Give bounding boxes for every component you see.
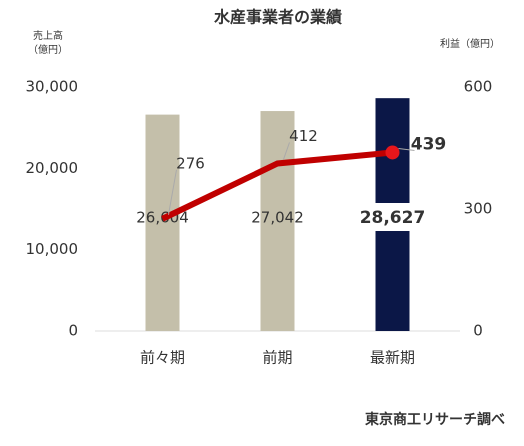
leader <box>398 147 415 151</box>
line <box>161 149 393 222</box>
y2-axis-label: 利益（億円） <box>440 37 500 50</box>
chart-title: 水産事業者の業績 <box>214 8 342 27</box>
x-tick-label: 前期 <box>262 349 292 367</box>
y-axis-label: 売上高 <box>33 29 63 42</box>
bar <box>145 114 180 332</box>
data-label: 439 <box>411 134 447 154</box>
y-axis-label: （億円） <box>28 43 68 56</box>
bar <box>260 111 295 331</box>
y-tick-label: 10,000 <box>26 240 79 258</box>
data-label: 412 <box>289 127 318 145</box>
data-label: 276 <box>176 154 205 172</box>
data-label: 27,042 <box>251 209 304 227</box>
y-tick-label: 0 <box>68 322 78 340</box>
y2-tick-label: 600 <box>464 78 493 96</box>
marker <box>385 145 400 160</box>
data-label: 28,627 <box>360 208 426 228</box>
y2-tick-label: 300 <box>464 200 493 218</box>
y-tick-label: 30,000 <box>26 78 79 96</box>
leader <box>283 142 290 160</box>
label-bg <box>370 203 415 231</box>
y2-tick-label: 0 <box>473 322 483 340</box>
leader <box>168 169 177 215</box>
source: 東京商工リサーチ調べ <box>365 411 505 428</box>
x-tick-label: 最新期 <box>370 349 415 367</box>
x-tick-label: 前々期 <box>140 349 185 367</box>
y-tick-label: 20,000 <box>26 159 79 177</box>
